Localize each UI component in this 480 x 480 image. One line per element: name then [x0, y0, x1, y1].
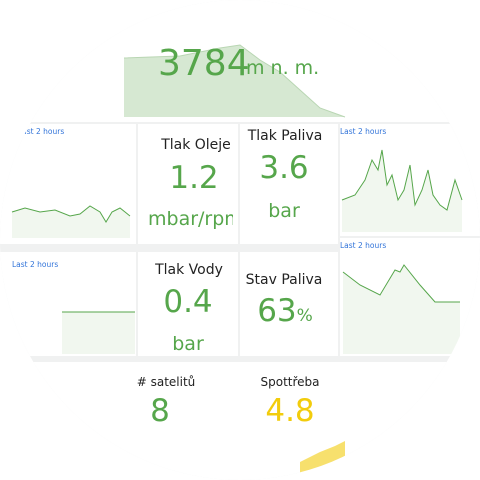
sparkline-area [300, 441, 345, 480]
panel-title: Tlak Oleje [161, 137, 231, 153]
value: 3784 [158, 43, 250, 84]
sparkline [123, 44, 346, 118]
value: 0.4 [163, 284, 213, 320]
unit: bar [268, 200, 300, 222]
panel [138, 124, 238, 244]
panel-title: Tlak Paliva [247, 128, 323, 144]
panel-title: # satelitů [136, 375, 196, 389]
value-group: 63% [257, 293, 313, 329]
sparkline-area [124, 45, 345, 117]
sparkline-area [342, 150, 462, 232]
unit: m n. m. [246, 57, 320, 79]
panel-title: Stav Paliva [245, 272, 323, 288]
time-range: Last 2 hours [18, 127, 65, 136]
panel [0, 362, 480, 480]
sparkline [11, 205, 131, 223]
panel [138, 252, 238, 356]
value: 3.6 [259, 150, 309, 186]
time-range: Last 2 hours [340, 241, 387, 250]
panel-title: Spottřeba [260, 375, 320, 389]
panel [240, 252, 338, 356]
value: 63 [257, 293, 297, 329]
time-range: Last 2 hours [340, 127, 387, 136]
value: 4.8 [265, 393, 315, 429]
unit: mbar/rpm [148, 208, 233, 230]
sparkline [341, 149, 463, 211]
sparkline [342, 264, 460, 303]
sparkline-area [62, 312, 135, 354]
panel-title: Tlak Vody [155, 262, 223, 278]
time-range: Last 2 hours [12, 260, 59, 269]
value: 1.2 [169, 160, 219, 196]
unit: % [296, 306, 313, 326]
unit-clip: mbar/rpm [148, 208, 233, 230]
sparkline-area [343, 265, 460, 354]
panel [240, 124, 338, 244]
unit: bar [172, 333, 204, 355]
sparkline-area [12, 206, 130, 238]
value: 8 [150, 393, 170, 429]
